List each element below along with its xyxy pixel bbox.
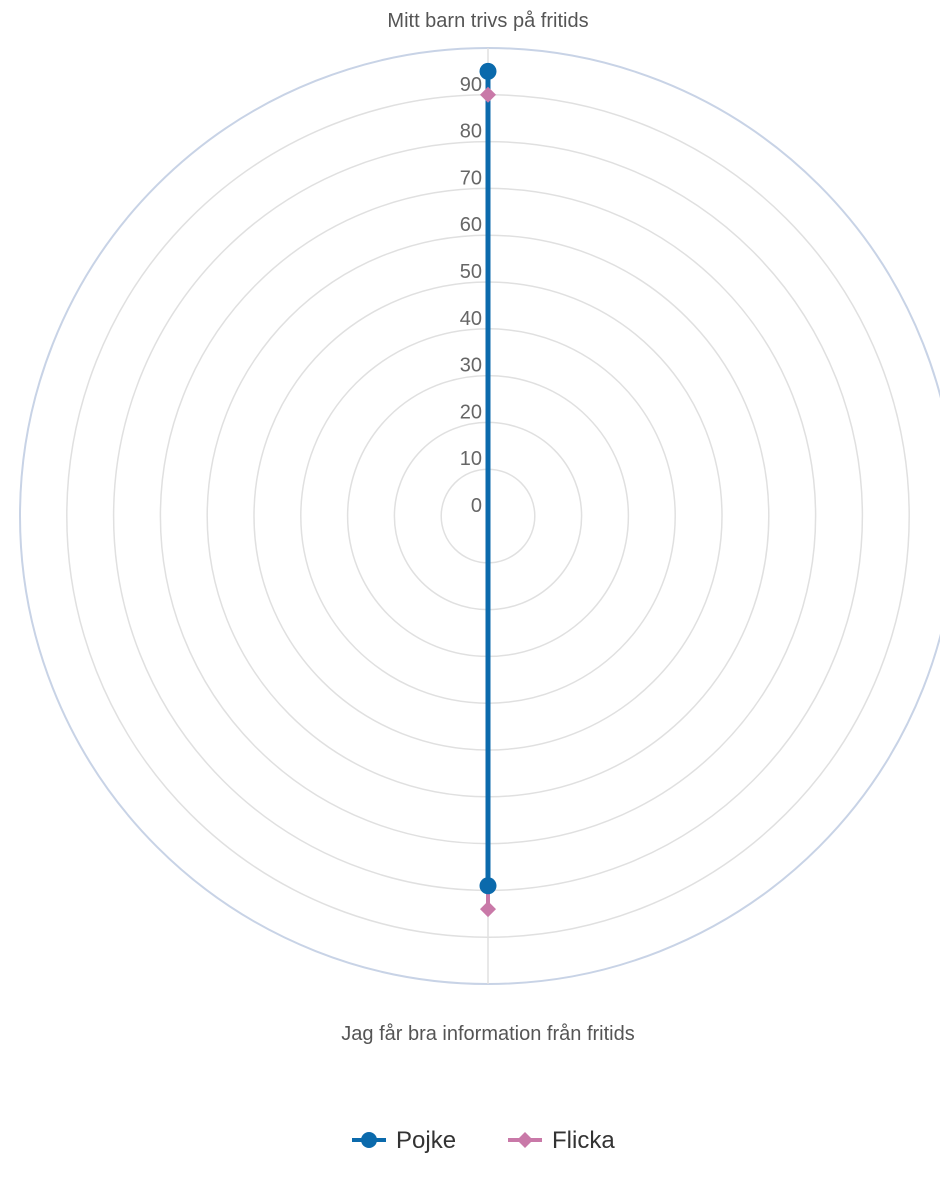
legend-marker-flicka xyxy=(517,1132,533,1148)
r-tick-label: 40 xyxy=(460,308,482,330)
r-tick-label: 60 xyxy=(460,214,482,236)
r-tick-label: 10 xyxy=(460,448,482,470)
legend-label-pojke: Pojke xyxy=(396,1127,456,1154)
legend: Pojke Flicka xyxy=(352,1127,615,1154)
data-point-pojke xyxy=(479,62,497,80)
r-tick-label: 50 xyxy=(460,261,482,283)
r-tick-label: 80 xyxy=(460,121,482,143)
series-layer xyxy=(479,62,497,918)
axis-label: Mitt barn trivs på fritids xyxy=(387,10,588,32)
r-tick-label: 20 xyxy=(460,401,482,423)
r-tick-label: 90 xyxy=(460,74,482,96)
data-point-pojke xyxy=(479,877,497,895)
legend-marker-pojke xyxy=(361,1132,377,1148)
axis-labels: Mitt barn trivs på fritids Jag får bra in… xyxy=(341,10,634,1045)
data-point-flicka xyxy=(480,86,496,103)
axis-label: Jag får bra information från fritids xyxy=(341,1023,634,1045)
r-tick-label: 0 xyxy=(471,495,482,517)
r-tick-label: 30 xyxy=(460,355,482,377)
r-tick-label: 70 xyxy=(460,167,482,189)
radial-tick-labels: 0 10 20 30 40 50 60 70 80 90 xyxy=(460,74,482,517)
legend-label-flicka: Flicka xyxy=(552,1127,615,1154)
data-point-flicka xyxy=(480,901,496,918)
